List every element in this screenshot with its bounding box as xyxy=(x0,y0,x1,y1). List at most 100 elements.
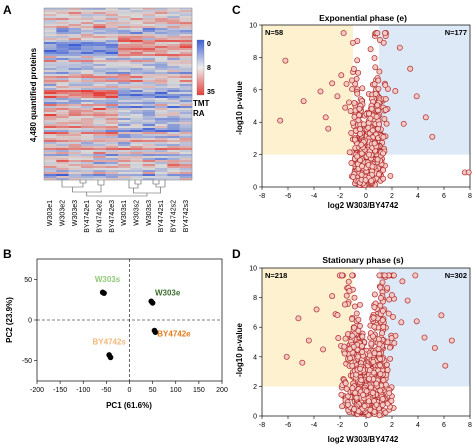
heatmap-cell xyxy=(155,38,168,41)
heatmap-cell xyxy=(179,118,193,121)
panel-a-label: A xyxy=(3,3,12,17)
heatmap-cell xyxy=(105,178,119,181)
heatmap-cell xyxy=(118,106,131,109)
volcano-point xyxy=(335,335,342,341)
heatmap-cell xyxy=(167,24,180,27)
volcano-point xyxy=(382,96,389,103)
heatmap-cell xyxy=(155,24,168,27)
heatmap-cell xyxy=(179,30,193,33)
heatmap-cell xyxy=(179,166,193,169)
heatmap-cell xyxy=(93,80,106,83)
volcano-point xyxy=(368,340,375,347)
panel-b-label: B xyxy=(3,247,12,261)
heatmap-cell xyxy=(56,164,69,167)
sample-labels: W303e1 W303e2 W303e3 BY4742e1 BY4742e2 BY4742… xyxy=(47,200,190,233)
heatmap-cell xyxy=(81,28,94,31)
heatmap-cell xyxy=(93,36,106,39)
heatmap-cell xyxy=(130,120,143,123)
heatmap-cell xyxy=(81,160,94,163)
heatmap-cell xyxy=(130,150,143,153)
volcano-point xyxy=(349,272,356,279)
heatmap-cell xyxy=(118,118,131,121)
heatmap-cell xyxy=(155,114,168,117)
heatmap-cell xyxy=(105,82,119,85)
heatmap-cell xyxy=(56,102,69,105)
heatmap-cell xyxy=(142,98,156,101)
volcano-point xyxy=(373,401,380,408)
heatmap-cell xyxy=(167,48,180,51)
heatmap-cell xyxy=(179,150,193,153)
heatmap-cell xyxy=(142,140,156,143)
heatmap-cell xyxy=(130,100,143,103)
heatmap-cell xyxy=(81,30,94,33)
heatmap-cell xyxy=(118,176,131,179)
heatmap-cell xyxy=(68,144,82,147)
panel-c-label: C xyxy=(232,3,241,17)
heatmap-cell xyxy=(56,44,69,47)
heatmap-cell xyxy=(142,26,156,29)
volcano-point xyxy=(371,304,378,311)
volcano-point xyxy=(283,353,290,360)
heatmap-cell xyxy=(142,42,156,45)
heatmap-cell xyxy=(93,136,106,139)
heatmap-cell xyxy=(93,84,106,87)
heatmap-cell xyxy=(93,46,106,49)
heatmap-cell xyxy=(68,160,82,163)
heatmap-cell xyxy=(142,122,156,125)
volcano-point xyxy=(358,171,365,178)
heatmap-cell xyxy=(81,94,94,97)
heatmap-cell xyxy=(68,70,82,73)
heatmap-cell xyxy=(167,162,180,165)
heatmap-cell xyxy=(81,68,94,71)
volcano-ytick-label: 6 xyxy=(253,325,257,332)
heatmap-cell xyxy=(81,100,94,103)
heatmap-cell xyxy=(130,142,143,145)
heatmap-cell xyxy=(179,48,193,51)
volcano-point xyxy=(277,117,284,124)
volcano-point xyxy=(338,72,345,79)
volcano-point xyxy=(350,66,357,72)
heatmap-cell xyxy=(81,152,94,155)
heatmap-cell xyxy=(68,108,82,111)
volcano-point xyxy=(342,104,349,111)
heatmap-cell xyxy=(179,146,193,149)
heatmap-cell xyxy=(93,140,106,143)
heatmap-cell xyxy=(68,68,82,71)
heatmap-cell xyxy=(118,14,131,17)
heatmap-cell xyxy=(179,60,193,63)
heatmap-cell xyxy=(68,16,82,19)
heatmap-cell xyxy=(130,168,143,171)
volcano-point xyxy=(390,313,396,320)
heatmap-cell xyxy=(105,166,119,169)
heatmap-cell xyxy=(93,148,106,151)
heatmap-cell xyxy=(167,120,180,123)
heatmap-cell xyxy=(118,104,131,107)
heatmap-cell xyxy=(167,98,180,101)
heatmap-cell xyxy=(81,132,94,135)
heatmap-cell xyxy=(179,12,193,15)
heatmap-cell xyxy=(68,122,82,125)
volcano-xtick-label: -8 xyxy=(259,193,265,200)
heatmap-cell xyxy=(130,44,143,47)
heatmap-cell xyxy=(44,170,57,173)
volcano-point xyxy=(379,396,386,402)
heatmap-cell xyxy=(68,94,82,97)
heatmap-cell xyxy=(130,48,143,51)
heatmap-cell xyxy=(179,128,193,131)
heatmap-cell xyxy=(142,128,156,131)
heatmap-cell xyxy=(105,92,119,95)
heatmap-cell xyxy=(155,152,168,155)
heatmap-cell xyxy=(93,52,106,55)
heatmap-cell xyxy=(44,54,57,57)
heatmap-cell xyxy=(44,10,57,13)
heatmap-cell xyxy=(167,58,180,61)
heatmap-cell xyxy=(179,164,193,167)
heatmap-cell xyxy=(167,174,180,177)
heatmap-cell xyxy=(44,96,57,99)
heatmap-cell xyxy=(155,120,168,123)
heatmap-cell xyxy=(118,142,131,145)
heatmap-cell xyxy=(44,56,57,59)
heatmap-cell xyxy=(105,130,119,133)
heatmap-cell xyxy=(68,98,82,101)
pca-ytick-label: -50 xyxy=(22,358,32,365)
